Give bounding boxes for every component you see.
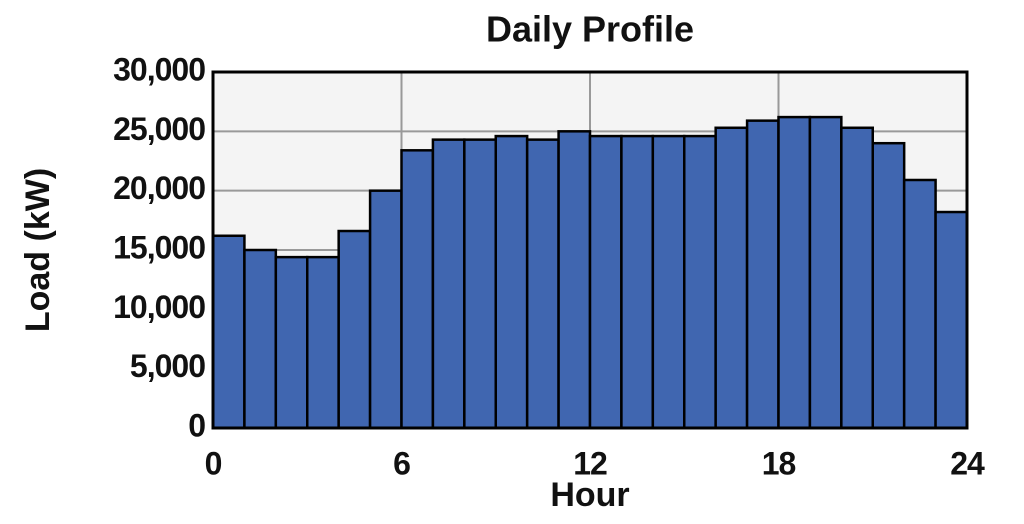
y-tick-label: 20,000 [113, 170, 205, 206]
chart-title: Daily Profile [486, 9, 694, 50]
x-tick-label: 12 [573, 445, 607, 481]
plot-frame [211, 70, 969, 430]
bar [368, 189, 403, 430]
bar [431, 138, 466, 430]
x-tick-label: 6 [393, 445, 410, 481]
bar [871, 141, 906, 430]
x-tick-label: 0 [205, 445, 222, 481]
bar [777, 115, 812, 430]
y-tick-label: 25,000 [113, 111, 205, 147]
bar [902, 178, 937, 430]
x-tick-label: 18 [762, 445, 796, 481]
bar [400, 149, 435, 430]
y-tick-label: 30,000 [113, 51, 205, 87]
bar [651, 134, 686, 430]
bar [337, 229, 372, 430]
y-tick-label: 0 [188, 407, 205, 443]
y-tick-label: 10,000 [113, 289, 205, 325]
bar [463, 138, 498, 430]
bar [274, 255, 309, 430]
bar [557, 130, 592, 430]
bar [745, 119, 780, 430]
bar [306, 255, 340, 430]
bar [620, 134, 655, 430]
bar [808, 115, 843, 430]
bar [683, 134, 717, 430]
y-axis-label: Load (kW) [19, 168, 57, 332]
y-tick-label: 5,000 [130, 348, 205, 384]
bar [243, 248, 278, 430]
y-tick-label: 15,000 [113, 229, 205, 265]
x-tick-label: 24 [950, 445, 985, 481]
bar [714, 126, 749, 430]
bar [525, 138, 560, 430]
bar [588, 134, 623, 430]
x-axis-label: Hour [550, 476, 629, 514]
bar [840, 126, 874, 430]
bar [934, 210, 969, 430]
bar [211, 234, 246, 430]
bar [494, 134, 529, 430]
